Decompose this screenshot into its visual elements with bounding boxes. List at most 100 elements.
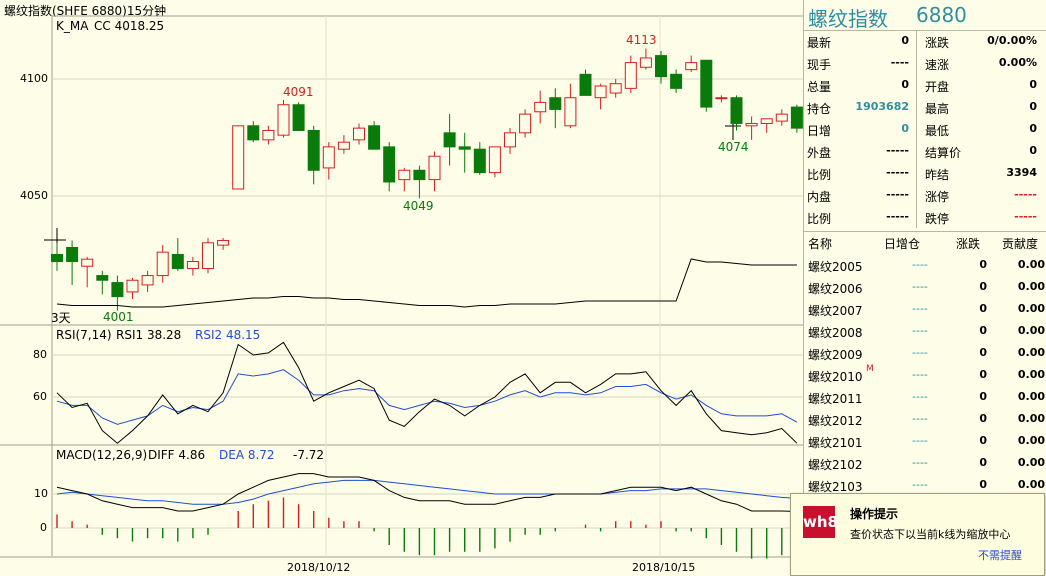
contract-updown: 0 (979, 456, 987, 469)
contracts-header-name: 名称 (808, 237, 833, 251)
candle-body-up (504, 132, 516, 148)
contract-updown: 0 (979, 412, 987, 425)
rsi1-line (56, 341, 798, 444)
contract-change: ---- (912, 368, 928, 381)
quote-left-value: 1903682 (855, 100, 909, 113)
macd-histogram-value: -7.72 (293, 448, 325, 462)
candle-body-down (670, 73, 683, 89)
contract-row[interactable]: 螺纹2005 ---- 0 0.00 (804, 255, 1046, 277)
rsi2-line (56, 369, 798, 425)
contract-change: ---- (912, 280, 928, 293)
contract-name: 螺纹2005 (808, 260, 863, 274)
candle-body-down (368, 125, 381, 150)
popup-message: 查价状态下以当前k线为缩放中心 (850, 528, 1011, 541)
contract-row[interactable]: 螺纹2007 ---- 0 0.00 (804, 299, 1046, 321)
contract-row[interactable]: 螺纹2102 ---- 0 0.00 (804, 453, 1046, 475)
quote-left-label: 总量 (807, 80, 832, 94)
chart-area[interactable]: 螺纹指数(SHFE 6880)15分钟 K_MA CC 4018.25 4100… (0, 0, 803, 576)
contract-change: ---- (912, 456, 928, 469)
quote-right-label: 涨停 (925, 190, 950, 204)
candle-body-down (413, 169, 426, 181)
contract-updown: 0 (979, 434, 987, 447)
quote-right-value: 3394 (1006, 166, 1037, 179)
contract-row[interactable]: 螺纹2103 ---- 0 0.00 (804, 475, 1046, 497)
contract-row[interactable]: 螺纹2008 ---- 0 0.00 (804, 321, 1046, 343)
low-label-4074: 4074 (718, 140, 749, 154)
contract-contrib: 0.00 (1017, 368, 1045, 381)
contract-row[interactable]: 螺纹2009 ---- 0 0.00 (804, 343, 1046, 365)
quote-left-label: 比例 (807, 212, 832, 226)
candle-body-down (171, 254, 184, 270)
contract-change: ---- (912, 478, 928, 491)
quote-left-label: 最新 (807, 36, 832, 50)
contract-row[interactable]: 螺纹2010 M ---- 0 0.00 (804, 364, 1046, 387)
candle-body-up (337, 141, 350, 150)
macd-title[interactable]: MACD(12,26,9) (56, 448, 148, 462)
contract-change: ---- (912, 324, 928, 337)
contract-change: ---- (912, 302, 928, 315)
contract-row[interactable]: 螺纹2012 ---- 0 0.00 (804, 409, 1046, 431)
contract-contrib: 0.00 (1017, 456, 1045, 469)
candle-body-up (624, 62, 637, 89)
candle-body-up (519, 113, 532, 134)
quote-header-divider (804, 30, 1046, 31)
candle-body-up (639, 57, 652, 68)
quote-row: 持仓 1903682 最高 0 (804, 97, 1046, 119)
candle-body-up (141, 275, 154, 286)
main-indicator-label[interactable]: K_MA (56, 19, 89, 33)
candle-body-up (715, 97, 728, 100)
quote-left-value: ----- (886, 166, 909, 179)
high-label-4091: 4091 (283, 85, 314, 99)
macd-dea-value: DEA 8.72 (219, 448, 275, 462)
quote-row: 总量 0 开盘 0 (804, 75, 1046, 97)
contract-name: 螺纹2101 (808, 436, 863, 450)
rsi-tick-80: 80 (33, 348, 47, 361)
candle-body-up (277, 104, 290, 136)
quote-row: 现手 ---- 速涨 0.00% (804, 53, 1046, 75)
contract-name: 螺纹2010 (808, 370, 863, 384)
kline-chart-svg[interactable] (0, 0, 803, 576)
quote-right-value: 0 (1029, 122, 1037, 135)
candle-body-up (81, 258, 94, 267)
contract-updown: 0 (979, 280, 987, 293)
contract-name: 螺纹2007 (808, 304, 863, 318)
quote-right-label: 结算价 (925, 146, 962, 160)
candle-body-up (353, 127, 365, 141)
contract-updown: 0 (979, 302, 987, 315)
tip-popup[interactable]: wh8 操作提示 查价状态下以当前k线为缩放中心 不需提醒 (790, 493, 1045, 576)
candle-body-down (790, 106, 803, 129)
contract-name: 螺纹2103 (808, 480, 863, 494)
contract-contrib: 0.00 (1017, 280, 1045, 293)
contract-row[interactable]: 螺纹2011 ---- 0 0.00 (804, 387, 1046, 409)
contract-name: 螺纹2102 (808, 458, 863, 472)
candle-body-down (66, 246, 79, 263)
contracts-header: 名称 日增仓 涨跌 贡献度 (804, 232, 1046, 254)
candle-body-up (126, 279, 139, 293)
contract-change: ---- (912, 434, 928, 447)
window-title: 螺纹指数(SHFE 6880)15分钟 (4, 4, 167, 18)
contract-change: ---- (912, 346, 928, 359)
contract-name: 螺纹2011 (808, 392, 863, 406)
quote-right-label: 昨结 (925, 168, 950, 182)
candle-body-down (700, 59, 713, 108)
y-tick-4050: 4050 (20, 189, 48, 202)
quote-row: 内盘 ----- 涨停 ----- (804, 185, 1046, 207)
candle-body-down (307, 129, 320, 171)
quote-left-label: 比例 (807, 168, 832, 182)
diff-line (56, 473, 797, 512)
contract-row[interactable]: 螺纹2101 ---- 0 0.00 (804, 431, 1046, 453)
candle-body-up (534, 101, 547, 113)
contract-contrib: 0.00 (1017, 412, 1045, 425)
candle-body-up (594, 85, 607, 99)
rsi-title[interactable]: RSI(7,14) (56, 328, 112, 342)
contract-contrib: 0.00 (1017, 478, 1045, 491)
contract-change: ---- (912, 390, 928, 403)
candle-body-up (685, 62, 698, 71)
quote-left-label: 持仓 (807, 102, 832, 116)
quote-left-value: ----- (886, 144, 909, 157)
quote-right-value: ----- (1014, 188, 1037, 201)
contract-row[interactable]: 螺纹2006 ---- 0 0.00 (804, 277, 1046, 299)
dismiss-tip-link[interactable]: 不需提醒 (978, 549, 1022, 562)
quote-title: 螺纹指数 (808, 7, 888, 31)
high-label-4113: 4113 (626, 33, 657, 47)
